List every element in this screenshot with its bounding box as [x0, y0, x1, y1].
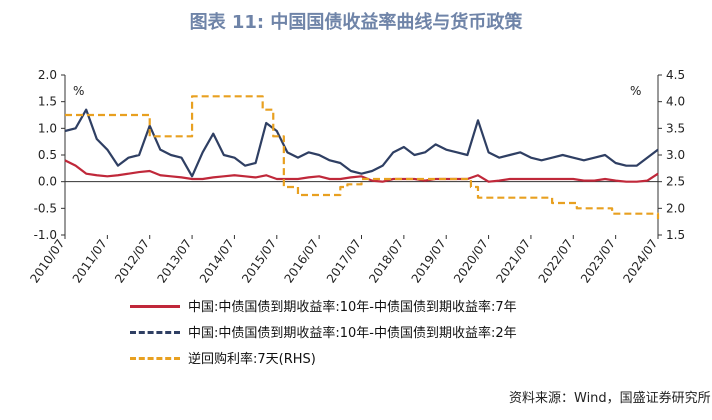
- x-tick-label: 2010/07: [27, 237, 67, 286]
- left-tick-label: 0.0: [38, 175, 57, 189]
- right-tick-label: 4.5: [666, 68, 685, 82]
- x-tick-label: 2023/07: [578, 237, 618, 286]
- legend-swatch-orange: [130, 357, 180, 360]
- right-tick-label: 1.5: [666, 228, 685, 242]
- x-tick-label: 2019/07: [409, 237, 449, 286]
- left-tick-label: 1.5: [38, 95, 57, 109]
- x-tick-label: 2013/07: [154, 237, 194, 286]
- left-tick-label: -0.5: [34, 201, 57, 215]
- x-tick-label: 2015/07: [239, 237, 279, 286]
- x-tick-label: 2011/07: [70, 237, 110, 286]
- series-line-0: [64, 159, 659, 183]
- left-tick-label: -1.0: [34, 228, 57, 242]
- series-line-2: [65, 95, 660, 219]
- x-tick-label: 2017/07: [324, 237, 364, 286]
- right-tick-label: 4.0: [666, 95, 685, 109]
- left-tick-label: 2.0: [38, 68, 57, 82]
- right-tick-label: 2.0: [666, 201, 685, 215]
- x-tick-label: 2020/07: [451, 237, 491, 286]
- legend-item-spread-10y7y: 中国:中债国债到期收益率:10年-中债国债到期收益率:7年: [130, 296, 630, 316]
- legend-label-reverse-repo: 逆回购利率:7天(RHS): [188, 352, 316, 367]
- right-tick-label: 3.0: [666, 148, 685, 162]
- x-tick-label: 2014/07: [197, 237, 237, 286]
- source-note: 资料来源：Wind，国盛证券研究所: [509, 391, 711, 406]
- legend-item-reverse-repo: 逆回购利率:7天(RHS): [130, 348, 630, 368]
- x-tick-label: 2016/07: [282, 237, 322, 286]
- x-tick-label: 2021/07: [493, 237, 533, 286]
- left-tick-label: 0.5: [38, 148, 57, 162]
- x-tick-label: 2018/07: [366, 237, 406, 286]
- left-unit-label: %: [73, 84, 84, 98]
- x-tick-label: 2024/07: [620, 237, 660, 286]
- x-tick-label: 2012/07: [112, 237, 152, 286]
- right-unit-label: %: [630, 84, 641, 98]
- left-tick-label: 1.0: [38, 121, 57, 135]
- chart-title: 图表 11: 中国国债收益率曲线与货币政策: [189, 12, 523, 33]
- series-line-1: [64, 108, 659, 178]
- legend-item-spread-10y2y: 中国:中债国债到期收益率:10年-中债国债到期收益率:2年: [130, 322, 630, 342]
- legend-label-spread-10y7y: 中国:中债国债到期收益率:10年-中债国债到期收益率:7年: [188, 300, 517, 315]
- legend-label-spread-10y2y: 中国:中债国债到期收益率:10年-中债国债到期收益率:2年: [188, 326, 517, 341]
- x-tick-label: 2022/07: [536, 237, 576, 286]
- legend-swatch-navy: [130, 331, 180, 334]
- right-tick-label: 2.5: [666, 175, 685, 189]
- right-tick-label: 3.5: [666, 121, 685, 135]
- legend-swatch-red: [130, 305, 180, 308]
